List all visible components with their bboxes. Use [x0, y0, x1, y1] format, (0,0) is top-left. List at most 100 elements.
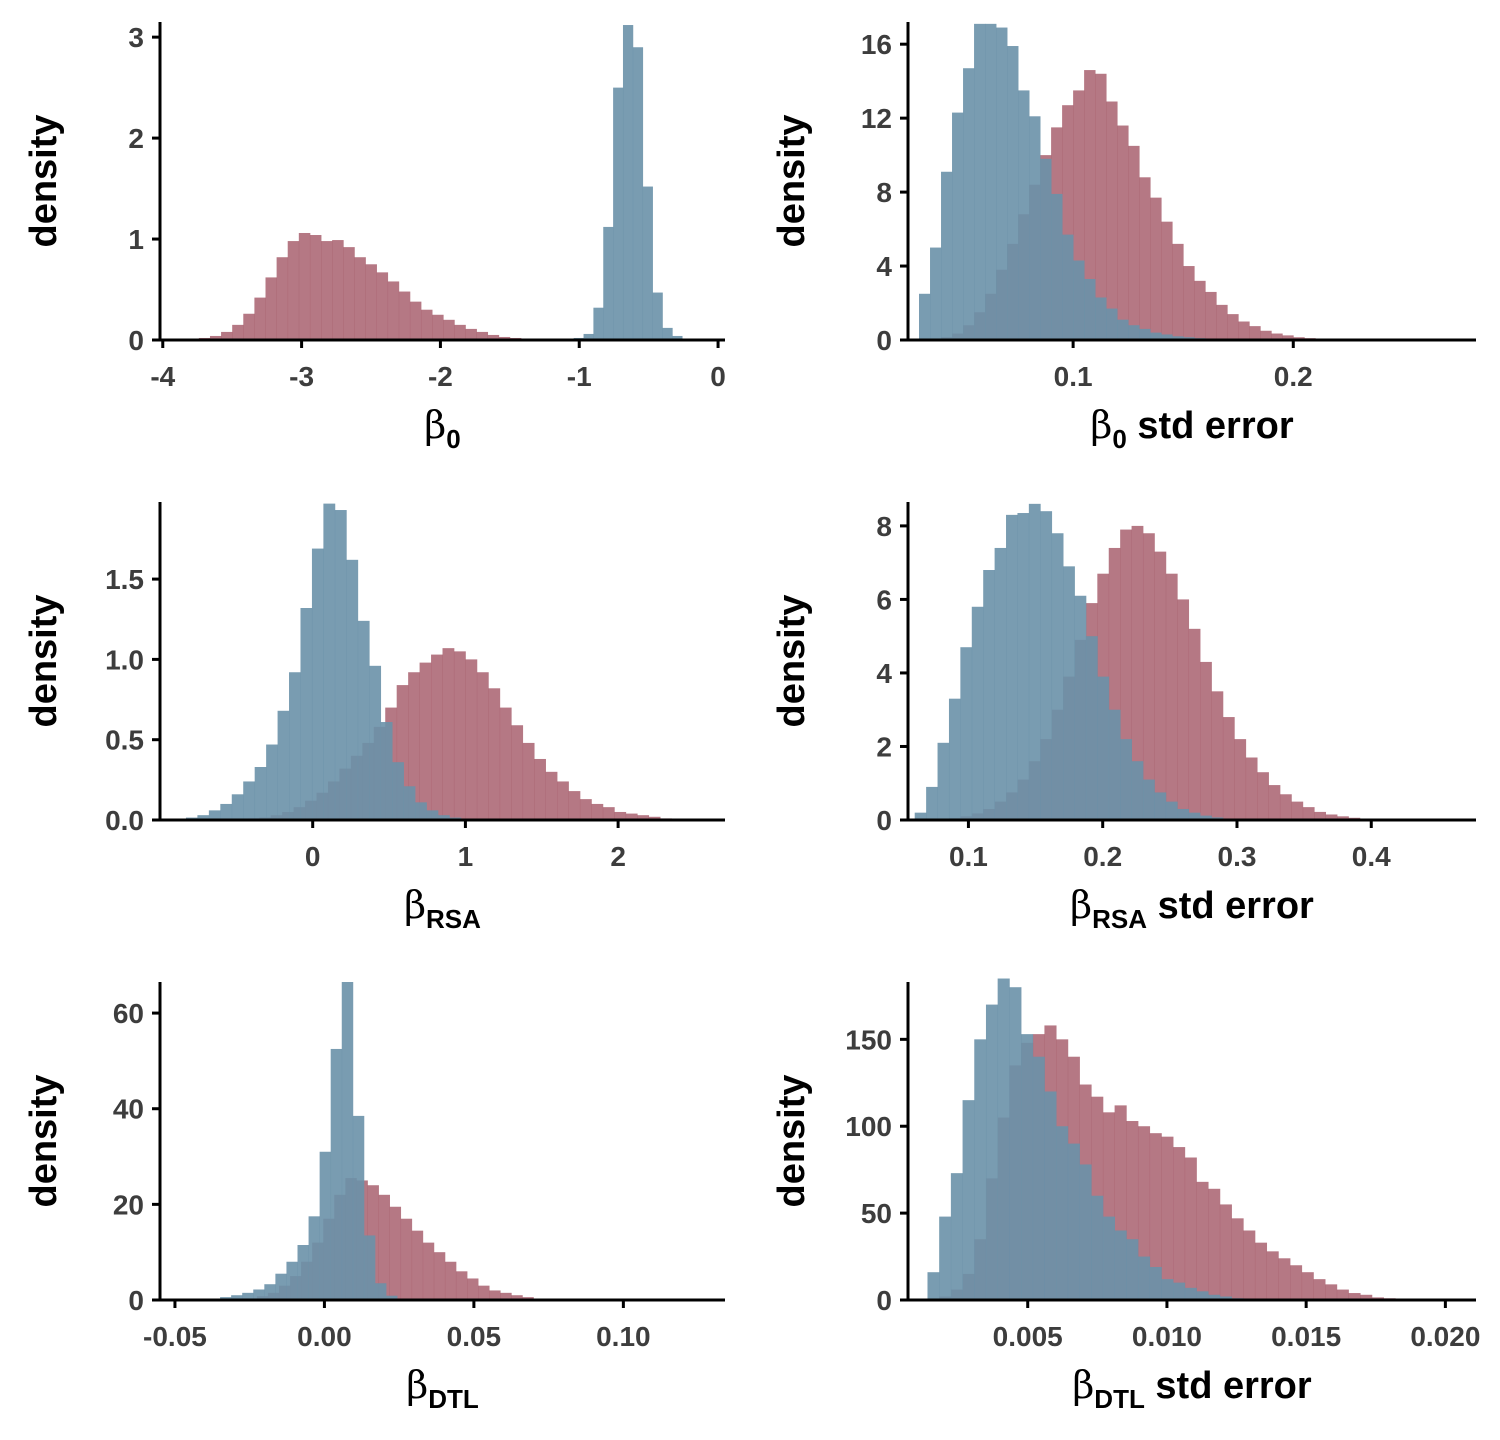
blue-histogram-bar [930, 247, 942, 340]
x-tick-label: 1 [458, 841, 474, 872]
red-histogram-bar [1282, 335, 1294, 340]
red-histogram-bar [409, 301, 422, 340]
blue-histogram-bar [613, 87, 624, 341]
blue-histogram-bar [1085, 636, 1098, 820]
red-histogram-bar [1254, 1242, 1268, 1300]
x-tick-label: 0.05 [447, 1321, 502, 1352]
x-axis-title: βRSA [404, 883, 481, 934]
blue-histogram-bar [1051, 533, 1064, 820]
red-histogram-bar [1219, 1204, 1232, 1300]
red-histogram-bar [1325, 1284, 1338, 1300]
blue-histogram-bar [1018, 90, 1030, 340]
x-tick-label: 0.1 [949, 841, 988, 872]
red-histogram-bar [408, 672, 420, 820]
red-histogram-bar [1302, 807, 1315, 820]
red-histogram-bar [488, 688, 501, 820]
blue-histogram-bar [330, 1048, 343, 1300]
blue-histogram-bar [983, 570, 996, 820]
blue-histogram-bar [1200, 815, 1212, 820]
y-tick-label: 1.0 [105, 644, 144, 675]
red-histogram-bar [1222, 717, 1235, 820]
red-histogram-bar [1177, 599, 1190, 820]
blue-histogram-bar [363, 1235, 376, 1300]
y-tick-label: 100 [845, 1111, 892, 1142]
y-axis-title: density [771, 114, 813, 247]
blue-histogram-bar [1165, 801, 1178, 820]
red-histogram-bar [1188, 628, 1201, 820]
red-histogram-bar [1205, 291, 1217, 340]
blue-histogram-bar [319, 1151, 332, 1300]
red-histogram-bar [568, 791, 581, 820]
red-histogram-bar [1271, 333, 1283, 340]
red-histogram-bar [444, 1261, 457, 1300]
histogram-bars [165, 25, 693, 341]
blue-histogram-bar [994, 547, 1007, 820]
blue-histogram-bar [426, 810, 439, 820]
blue-histogram-bar [1173, 1282, 1186, 1300]
panel-beta-rsa-std-error: 0.1 0.2 0.3 0.4 0 2 4 6 8 density βRSA std error [771, 502, 1476, 934]
panel-beta0: -4 -3 -2 -1 0 0 1 2 3 density β0 [23, 22, 726, 454]
x-axis-title: βRSA std error [1070, 883, 1314, 934]
red-histogram-bar [1165, 573, 1178, 820]
red-histogram-bar [209, 335, 222, 340]
panel-beta0-std-error: 0.1 0.2 0 4 8 12 16 density β0 std error [771, 22, 1476, 454]
blue-histogram-bar [1154, 792, 1167, 820]
blue-histogram-bar [334, 510, 347, 820]
blue-histogram-bar [289, 672, 301, 820]
red-histogram-bar [1161, 1136, 1174, 1300]
blue-histogram-bar [1106, 308, 1118, 340]
red-histogram-bar [1243, 1230, 1256, 1300]
y-tick-label: 60 [113, 998, 144, 1029]
blue-histogram-bar [1007, 46, 1019, 340]
blue-histogram-bar [1150, 332, 1162, 340]
red-histogram-bar [1200, 661, 1212, 820]
y-tick-label: 1.5 [105, 564, 144, 595]
y-tick-label: 0 [876, 805, 892, 836]
red-histogram-bar [332, 240, 344, 340]
red-histogram-bar [1336, 1289, 1349, 1300]
blue-histogram-bar [386, 1295, 398, 1300]
red-histogram-bar [276, 257, 289, 340]
x-tick-label: 2 [610, 841, 626, 872]
y-tick-label: 2 [128, 123, 144, 154]
red-histogram-bar [1260, 330, 1272, 340]
red-histogram-bar [1211, 691, 1224, 820]
blue-histogram-bar [231, 794, 244, 820]
blue-histogram-bar [242, 1292, 254, 1300]
y-tick-label: 4 [876, 658, 892, 689]
red-histogram-bar [1062, 105, 1074, 340]
blue-histogram-bar [948, 698, 961, 820]
red-histogram-bar [500, 1292, 512, 1300]
red-histogram-bar [1313, 1279, 1326, 1300]
y-tick-label: 1 [128, 224, 144, 255]
red-histogram-bar [489, 1290, 501, 1300]
y-tick-label: 8 [876, 511, 892, 542]
blue-histogram-bar [300, 608, 313, 820]
blue-histogram-bar [286, 1261, 298, 1300]
red-histogram-bar [1139, 177, 1151, 340]
blue-histogram-bar [1062, 234, 1074, 340]
x-tick-label: 0.4 [1352, 841, 1391, 872]
red-histogram-bar [476, 331, 489, 340]
red-histogram-bar [1278, 1258, 1291, 1300]
red-histogram-bar [1337, 816, 1349, 820]
blue-histogram-bar [1029, 116, 1041, 340]
red-histogram-bar [1183, 266, 1195, 340]
x-axis-title: βDTL std error [1072, 1363, 1312, 1414]
blue-histogram-bar [996, 27, 1008, 341]
red-histogram-bar [1184, 1157, 1197, 1300]
x-tick-label: -2 [428, 361, 453, 392]
blue-histogram-bar [632, 47, 644, 341]
red-histogram-bar [1142, 533, 1155, 820]
blue-histogram-bar [1040, 158, 1052, 340]
red-histogram-bar [1290, 1265, 1303, 1300]
y-tick-label: 0 [876, 325, 892, 356]
red-histogram-bar [487, 334, 500, 340]
y-tick-label: 0.0 [105, 805, 144, 836]
blue-histogram-bar [952, 112, 964, 340]
x-tick-label: 0.015 [1271, 1321, 1341, 1352]
x-axis-title: βDTL [406, 1363, 479, 1414]
red-histogram-bar [365, 264, 377, 340]
blue-histogram-bar [1128, 325, 1140, 340]
red-histogram-bar [1314, 811, 1326, 820]
